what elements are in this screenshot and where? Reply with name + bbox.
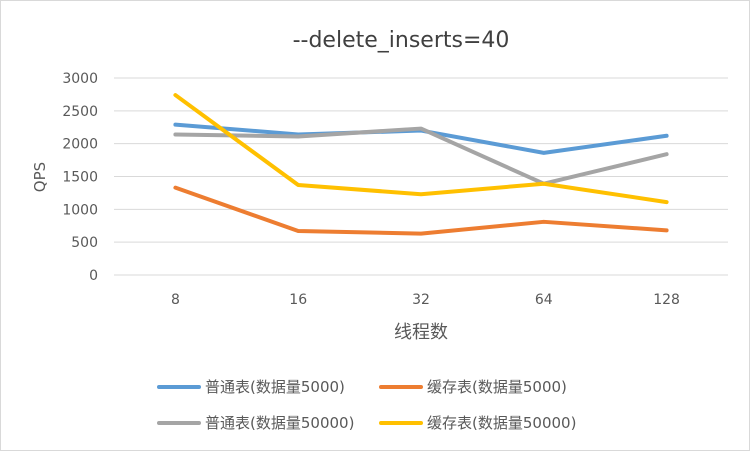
series-line-4 [173,93,669,205]
series-line-3 [173,126,669,186]
series-line-2 [173,185,669,236]
y-tick-label: 0 [89,268,98,284]
x-tick-label: 16 [289,292,307,308]
y-tick-label: 1000 [62,202,98,218]
legend-label: 缓存表(数据量5000) [427,378,567,396]
x-tick-label: 128 [653,292,680,308]
series-lines [173,93,669,236]
y-axis-label: QPS [31,162,49,192]
legend-item: 普通表(数据量5000) [157,378,345,396]
y-tick-label: 3000 [62,71,98,87]
legend-label: 普通表(数据量5000) [205,378,345,396]
x-axis-label: 线程数 [394,322,448,343]
y-tick-label: 2500 [62,104,98,120]
legend-item: 缓存表(数据量50000) [379,414,576,432]
x-tick-label: 32 [412,292,430,308]
chart-title: --delete_inserts=40 [293,28,510,53]
y-tick-label: 500 [71,235,98,251]
x-tick-label: 8 [171,292,180,308]
y-tick-label: 2000 [62,137,98,153]
x-tick-label: 64 [535,292,553,308]
legend-item: 缓存表(数据量5000) [379,378,567,396]
legend-label: 普通表(数据量50000) [205,414,354,432]
x-tick-labels: 8 16 32 64 128 [171,292,680,308]
legend: 普通表(数据量5000) 缓存表(数据量5000) 普通表(数据量50000) 缓存表… [157,378,576,432]
y-tick-labels: 0 500 1000 1500 2000 2500 3000 [62,71,98,284]
legend-label: 缓存表(数据量50000) [427,414,576,432]
legend-item: 普通表(数据量50000) [157,414,354,432]
y-tick-label: 1500 [62,170,98,186]
gridlines [114,77,728,276]
